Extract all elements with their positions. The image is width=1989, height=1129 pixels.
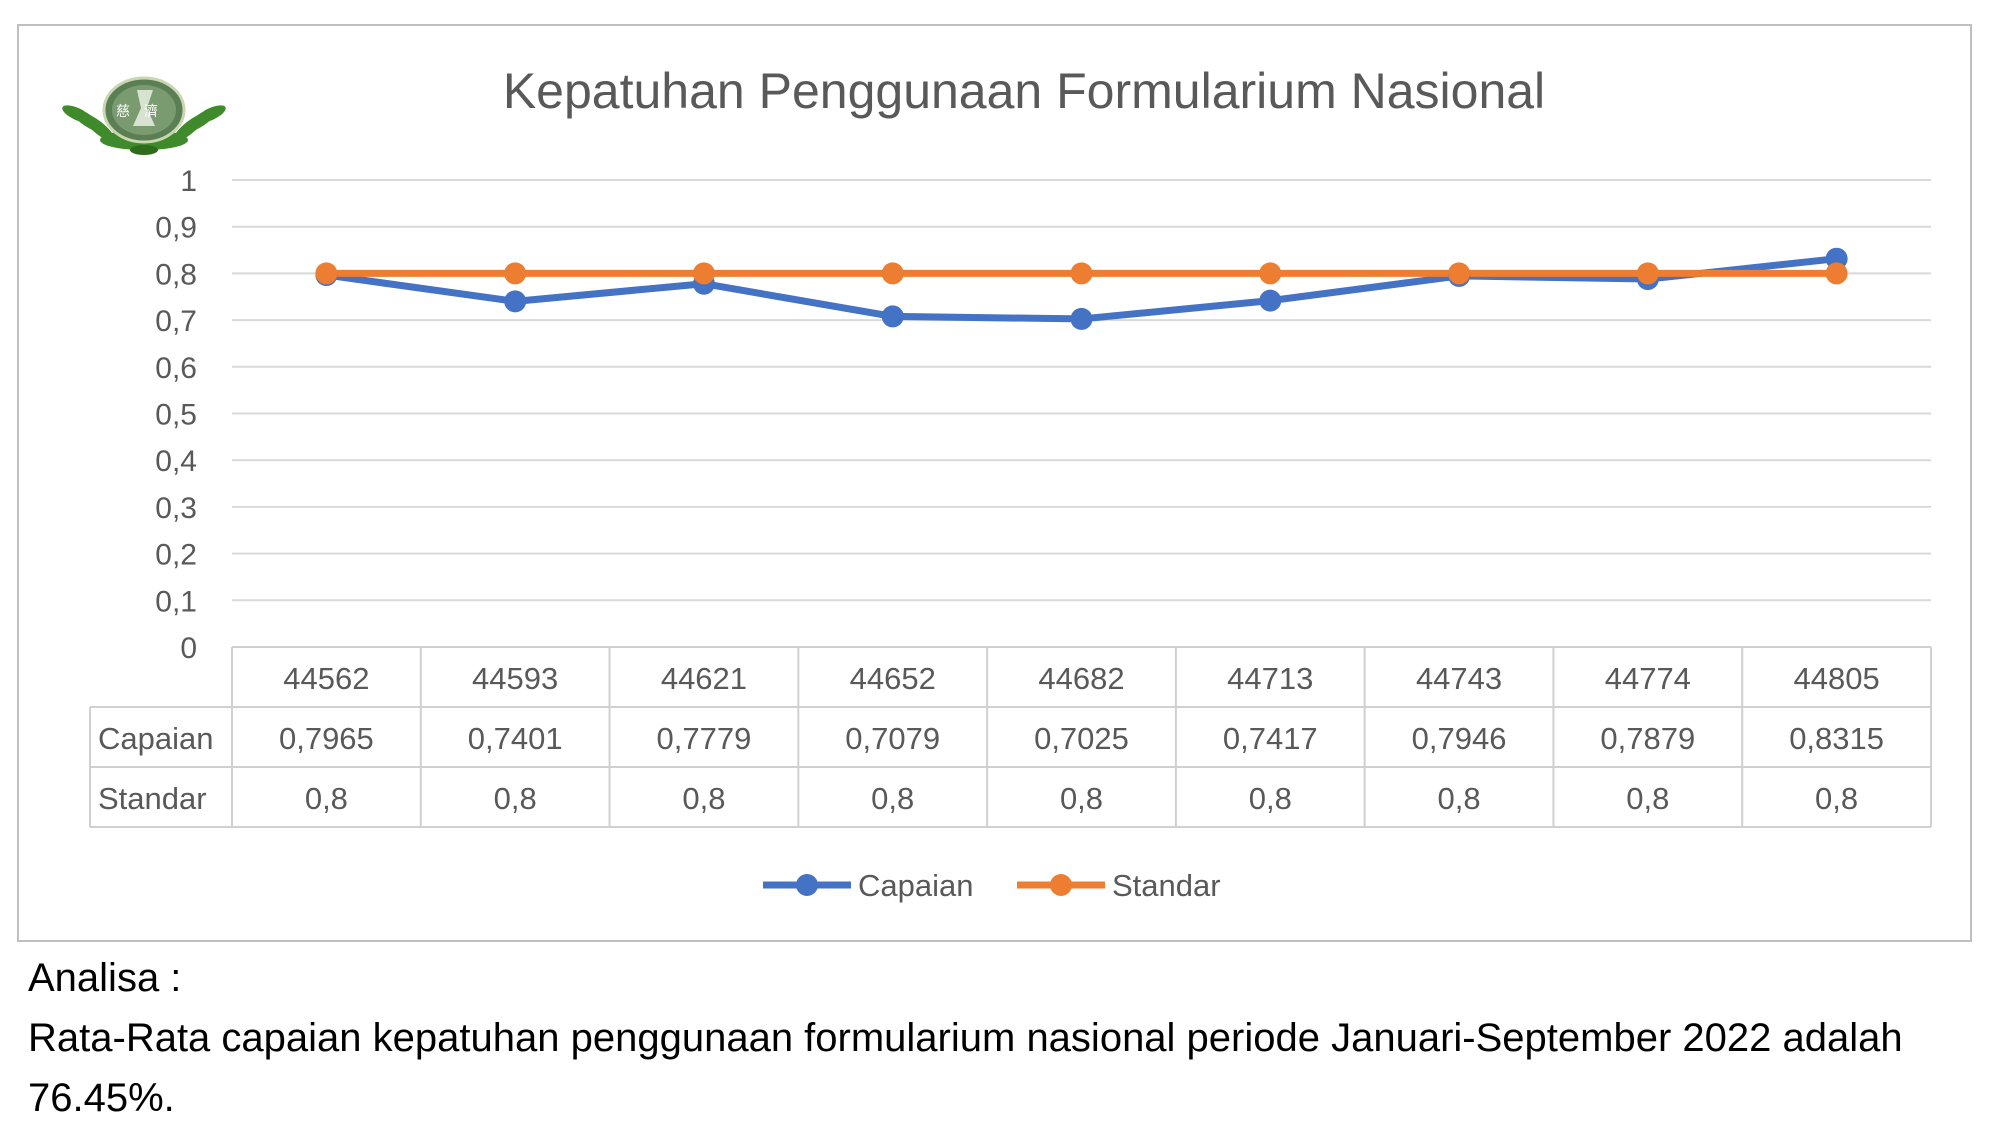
y-tick-label: 0,5	[155, 399, 197, 432]
table-value-standar: 0,8	[1438, 781, 1481, 816]
x-category-label: 44652	[850, 661, 936, 696]
table-value-capaian: 0,7025	[1034, 721, 1129, 756]
chart-frame: 0 0,1 0,2 0,3 0,4 0,5 0,6 0,7 0,8 0,9 1 44562 44593…	[17, 24, 1972, 942]
legend-marker-capaian	[796, 874, 818, 896]
table-value-standar: 0,8	[871, 781, 914, 816]
table-value-capaian: 0,7965	[279, 721, 374, 756]
table-value-capaian: 0,7079	[845, 721, 940, 756]
table-value-capaian: 0,7417	[1223, 721, 1318, 756]
data-point-standar	[504, 262, 527, 285]
line-chart: 0 0,1 0,2 0,3 0,4 0,5 0,6 0,7 0,8 0,9 1 44562 44593…	[89, 63, 1932, 903]
analysis-text: Rata-Rata capaian kepatuhan penggunaan f…	[28, 1016, 1903, 1120]
y-tick-label: 0,3	[155, 492, 197, 525]
logo-characters: 慈濟	[116, 104, 172, 120]
y-tick-label: 0,1	[155, 585, 197, 618]
table-value-standar: 0,8	[1249, 781, 1292, 816]
y-tick-label: 0	[180, 632, 197, 665]
x-category-label: 44682	[1038, 661, 1124, 696]
table-value-standar: 0,8	[305, 781, 348, 816]
table-value-standar: 0,8	[682, 781, 725, 816]
data-point-standar	[692, 262, 715, 285]
y-tick-label: 1	[180, 165, 197, 198]
x-category-label: 44593	[472, 661, 558, 696]
table-series-name: Capaian	[98, 721, 213, 756]
x-category-label: 44774	[1605, 661, 1691, 696]
data-point-standar	[1070, 262, 1093, 285]
x-category-label: 44743	[1416, 661, 1502, 696]
x-category-label: 44621	[661, 661, 747, 696]
data-point-standar	[1636, 262, 1659, 285]
legend-marker-standar	[1050, 874, 1072, 896]
table-value-capaian: 0,7401	[468, 721, 563, 756]
data-point-standar	[881, 262, 904, 285]
y-tick-label: 0,8	[155, 258, 197, 291]
y-tick-label: 0,9	[155, 212, 197, 245]
y-tick-label: 0,2	[155, 539, 197, 572]
x-category-label: 44562	[283, 661, 369, 696]
data-point-standar	[315, 262, 338, 285]
table-value-standar: 0,8	[1815, 781, 1858, 816]
table-value-capaian: 0,7879	[1600, 721, 1695, 756]
data-point-capaian	[1070, 307, 1093, 330]
chart-title: Kepatuhan Penggunaan Formularium Nasiona…	[503, 63, 1545, 119]
data-point-standar	[1259, 262, 1282, 285]
analysis-heading: Analisa :	[28, 956, 182, 1000]
table-value-standar: 0,8	[1626, 781, 1669, 816]
table-value-capaian: 0,8315	[1789, 721, 1884, 756]
table-value-standar: 0,8	[494, 781, 537, 816]
table-value-standar: 0,8	[1060, 781, 1103, 816]
x-category-label: 44805	[1794, 661, 1880, 696]
x-category-label: 44713	[1227, 661, 1313, 696]
y-tick-label: 0,4	[155, 445, 197, 478]
lotus-emblem-logo: 慈濟	[62, 76, 226, 155]
table-series-name: Standar	[98, 781, 207, 816]
legend-label-standar: Standar	[1112, 868, 1221, 903]
data-point-capaian	[1259, 289, 1282, 312]
legend-label-capaian: Capaian	[858, 868, 973, 903]
data-point-standar	[1448, 262, 1471, 285]
data-point-standar	[1825, 262, 1848, 285]
data-point-capaian	[504, 290, 527, 313]
table-value-capaian: 0,7779	[657, 721, 752, 756]
table-value-capaian: 0,7946	[1412, 721, 1507, 756]
y-tick-label: 0,7	[155, 305, 197, 338]
data-point-capaian	[881, 305, 904, 328]
y-tick-label: 0,6	[155, 352, 197, 385]
